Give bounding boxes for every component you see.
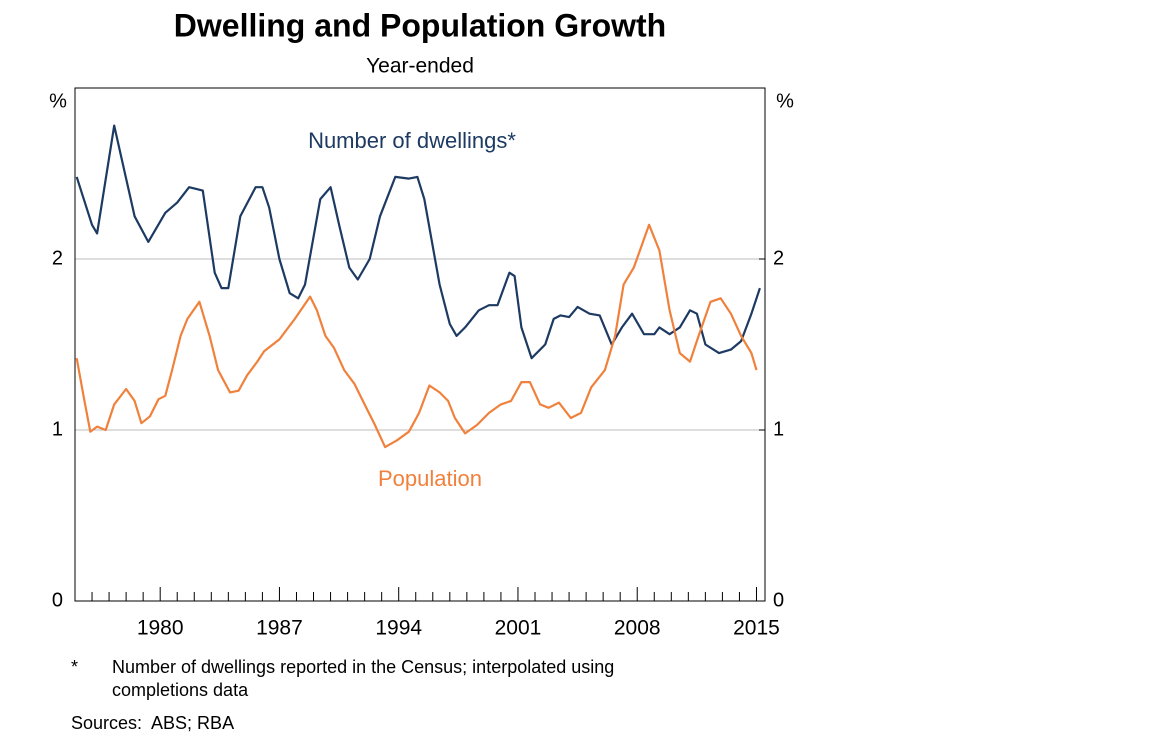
footnote-marker: * (71, 657, 78, 677)
x-tick-label: 1994 (375, 617, 422, 640)
y2-tick-label: 2 (773, 247, 784, 269)
x-tick-label: 1980 (137, 617, 184, 640)
y-tick-label: 2 (52, 247, 63, 269)
plot-frame (74, 87, 766, 602)
series-label: Population (378, 466, 482, 491)
y-unit: % (49, 90, 67, 112)
sources: Sources: ABS; RBA (71, 713, 234, 733)
x-tick-label: 1987 (256, 617, 303, 640)
x-tick-label: 2008 (614, 617, 661, 640)
chart-title: Dwelling and Population Growth (174, 7, 666, 43)
y-tick-label: 0 (52, 589, 63, 611)
y2-tick-label: 1 (773, 418, 784, 440)
y2-tick-label: 0 (773, 589, 784, 611)
x-tick-label: 2001 (495, 617, 542, 640)
x-tick-label: 2015 (733, 617, 780, 640)
footnote: Number of dwellings reported in the Cens… (112, 657, 615, 700)
series-line (75, 223, 758, 449)
series-line (75, 124, 761, 360)
y-tick-label: 1 (52, 418, 63, 440)
footnote-box: Number of dwellings reported in the Cens… (112, 657, 615, 700)
chart-subtitle: Year-ended (366, 55, 474, 78)
series-label: Number of dwellings* (308, 128, 516, 153)
y2-unit: % (776, 90, 794, 112)
